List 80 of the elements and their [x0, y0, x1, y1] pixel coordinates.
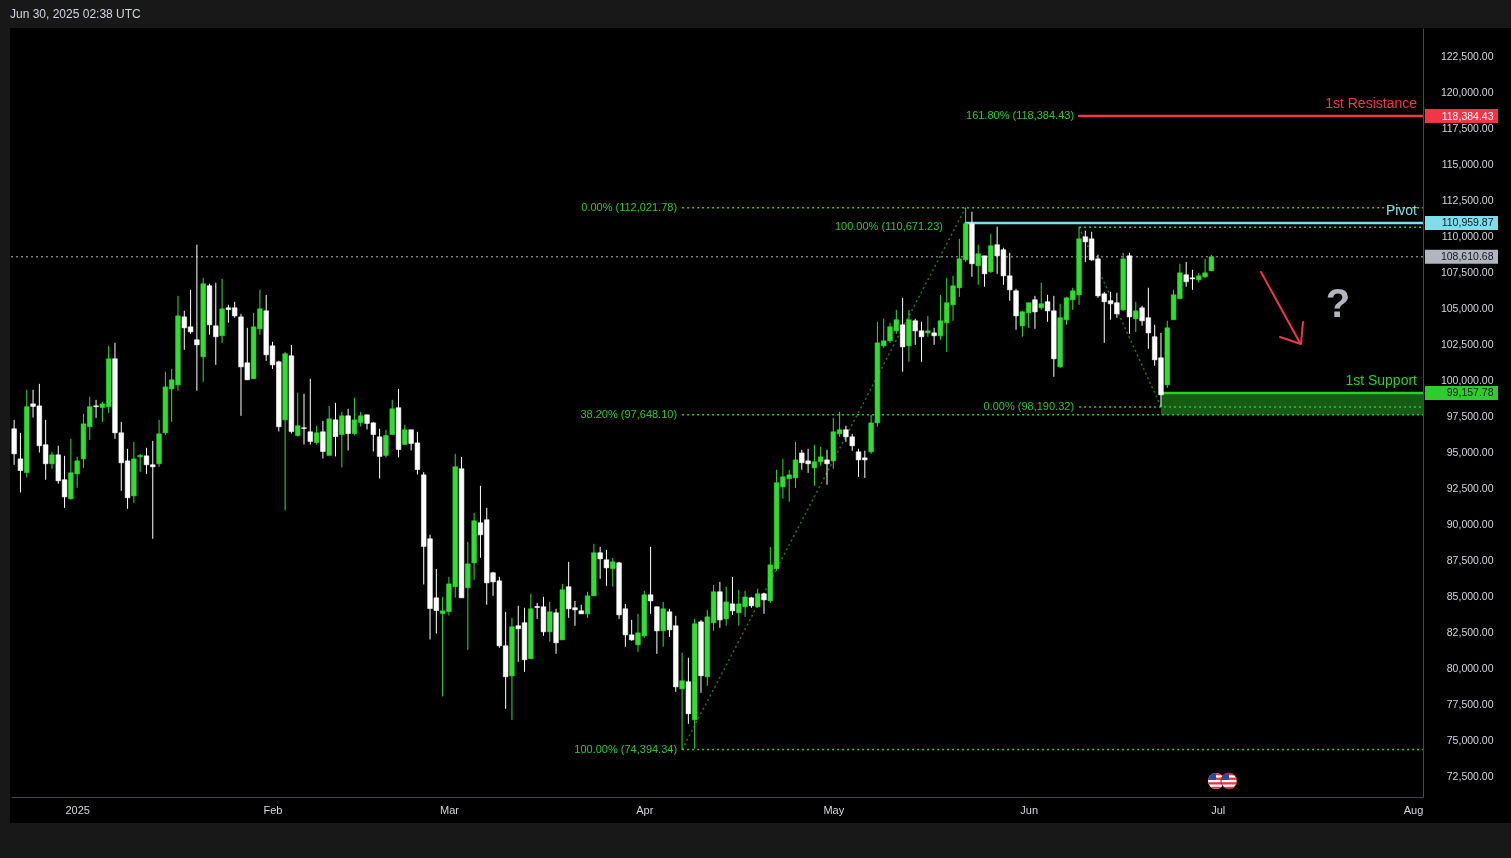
- candlestick: [931, 327, 937, 346]
- y-tick-label: 110,000.00: [1441, 230, 1494, 243]
- x-tick-label: Aug: [1403, 803, 1424, 816]
- x-tick-label: Mar: [439, 803, 460, 816]
- candlestick: [307, 378, 313, 445]
- candlestick: [301, 393, 307, 445]
- candlestick: [320, 420, 326, 459]
- candlestick: [610, 557, 616, 588]
- y-tick-label: 115,000.00: [1441, 158, 1494, 171]
- annotation: 1st Resistance: [1325, 95, 1418, 112]
- x-tick-label: Apr: [636, 803, 654, 816]
- y-tick-label: 95,000.00: [1446, 446, 1494, 459]
- candlestick: [465, 541, 471, 651]
- y-tick-label: 72,500.00: [1446, 770, 1494, 783]
- candlestick: [603, 549, 610, 587]
- candlestick: [93, 399, 99, 419]
- candlestick: [597, 546, 603, 580]
- y-tick-label: 90,000.00: [1446, 518, 1494, 531]
- candlestick: [339, 411, 345, 469]
- candlestick: [723, 586, 729, 627]
- y-tick-label: 105,000.00: [1440, 302, 1494, 315]
- candlestick: [383, 429, 389, 458]
- candlestick: [729, 576, 736, 616]
- candlestick: [824, 449, 830, 486]
- candlestick: [925, 315, 931, 338]
- annotation: 0.00% (98,190.32): [983, 399, 1075, 412]
- y-tick-label: 87,500.00: [1446, 554, 1494, 567]
- y-tick-label: 82,500.00: [1446, 626, 1494, 639]
- x-tick-label: Jun: [1020, 803, 1039, 816]
- y-tick-label: 108,610.68: [1440, 250, 1494, 263]
- candlestick: [376, 428, 383, 479]
- annotation: 38.20% (97,648.10): [580, 407, 678, 420]
- candlestick: [137, 453, 143, 473]
- y-tick-label: 92,500.00: [1446, 482, 1494, 495]
- candlestick: [313, 425, 320, 445]
- y-tick-label: 118,384.43: [1441, 109, 1494, 122]
- y-tick-label: 77,500.00: [1446, 698, 1494, 711]
- y-tick-label: 102,500.00: [1440, 338, 1494, 351]
- y-tick-label: 107,500.00: [1440, 266, 1494, 279]
- x-tick-label: May: [823, 803, 845, 816]
- candlestick: [194, 244, 200, 392]
- y-tick-label: 80,000.00: [1446, 662, 1494, 675]
- candlestick: [345, 408, 351, 452]
- candlestick: [755, 588, 761, 609]
- y-tick-label: 85,000.00: [1446, 590, 1494, 603]
- candlestick: [660, 601, 666, 648]
- y-tick-label: 120,000.00: [1440, 86, 1494, 99]
- candlestick: [17, 432, 24, 493]
- candlestick: [647, 546, 654, 615]
- candlestick: [295, 392, 301, 438]
- candlestick: [1038, 282, 1044, 311]
- annotation: ?: [1325, 281, 1351, 325]
- annotation: 100.00% (74,394.34): [574, 742, 678, 755]
- annotation: 161.80% (118,384.43): [966, 109, 1075, 122]
- annotation: 0.00% (112,021.78): [581, 200, 678, 213]
- annotation: Pivot: [1385, 201, 1418, 218]
- candlestick: [1032, 295, 1038, 330]
- candlestick: [402, 424, 408, 445]
- candlestick: [899, 297, 906, 373]
- candlestick: [679, 652, 685, 751]
- y-tick-label: 112,500.00: [1441, 194, 1494, 207]
- y-tick-label: 122,500.00: [1440, 50, 1494, 63]
- x-tick-label: 2025: [65, 803, 90, 816]
- candlestick: [1133, 301, 1139, 333]
- candlestick: [975, 244, 981, 286]
- y-tick-label: 110,959.87: [1441, 216, 1494, 229]
- chart-title: Jun 30, 2025 02:38 UTC: [10, 7, 141, 21]
- y-tick-label: 97,500.00: [1446, 410, 1494, 423]
- y-tick-label: 100,000.00: [1440, 374, 1494, 387]
- candlestick: [332, 402, 339, 457]
- y-tick-label: 99,157.78: [1446, 386, 1494, 399]
- annotation: 1st Support: [1345, 371, 1418, 388]
- y-tick-label: 75,000.00: [1446, 734, 1494, 747]
- candlestick: [981, 255, 988, 288]
- annotation: 100.00% (110,671.23): [834, 220, 943, 232]
- y-tick-label: 117,500.00: [1441, 122, 1494, 135]
- x-tick-label: Feb: [263, 803, 283, 816]
- candlestick: [547, 601, 553, 643]
- x-tick-label: Jul: [1211, 803, 1226, 816]
- candlestick: [213, 282, 219, 366]
